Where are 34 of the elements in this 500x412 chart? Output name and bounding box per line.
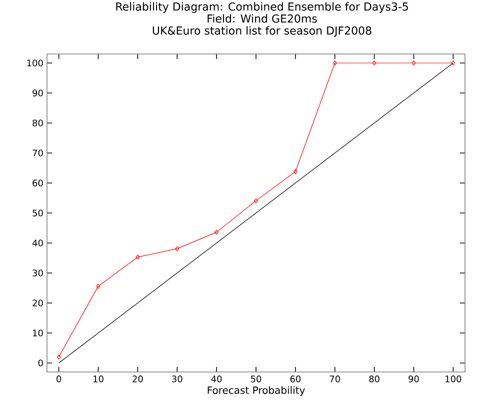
chart-title: Reliability Diagram: Combined Ensemble for Days3-5 — [116, 2, 408, 13]
x-tick-label: 100 — [446, 376, 462, 382]
point — [372, 60, 376, 66]
chart-subtitle: Field: Wind GE20ms UK&Euro station list for season DJF2008 — [152, 14, 372, 37]
y-tick-label: 80 — [32, 120, 43, 126]
y-tick-label: 100 — [27, 60, 43, 66]
x-tick-label: 0 — [56, 376, 62, 382]
y-tick-label: 50 — [32, 210, 43, 216]
point — [293, 169, 298, 174]
y-tick-label: 0 — [38, 360, 43, 366]
point — [175, 246, 180, 252]
x-tick-label: 70 — [330, 376, 340, 382]
x-tick-label: 60 — [290, 376, 301, 382]
x-tick-label: 80 — [369, 376, 380, 382]
point — [412, 60, 416, 66]
y-tick-label: 40 — [32, 240, 43, 246]
point — [96, 284, 100, 289]
x-tick-label: 50 — [250, 376, 262, 382]
x-tick-label: 30 — [172, 376, 182, 382]
point — [254, 198, 258, 204]
y-tick-label: 30 — [32, 270, 43, 276]
y-tick-label: 90 — [32, 90, 43, 96]
x-tick-label: 90 — [408, 376, 419, 382]
point — [136, 254, 140, 260]
y-tick-label: 10 — [33, 330, 43, 336]
x-tick-label: 40 — [211, 376, 222, 382]
x-axis-title: Forecast Probability — [208, 386, 305, 396]
y-tick-label: 20 — [32, 300, 43, 306]
point — [332, 60, 337, 66]
point — [214, 230, 219, 235]
y-tick-label: 60 — [32, 180, 43, 186]
x-tick-label: 10 — [94, 376, 104, 382]
y-tick-label: 70 — [32, 150, 43, 156]
x-tick-label: 20 — [132, 376, 143, 382]
